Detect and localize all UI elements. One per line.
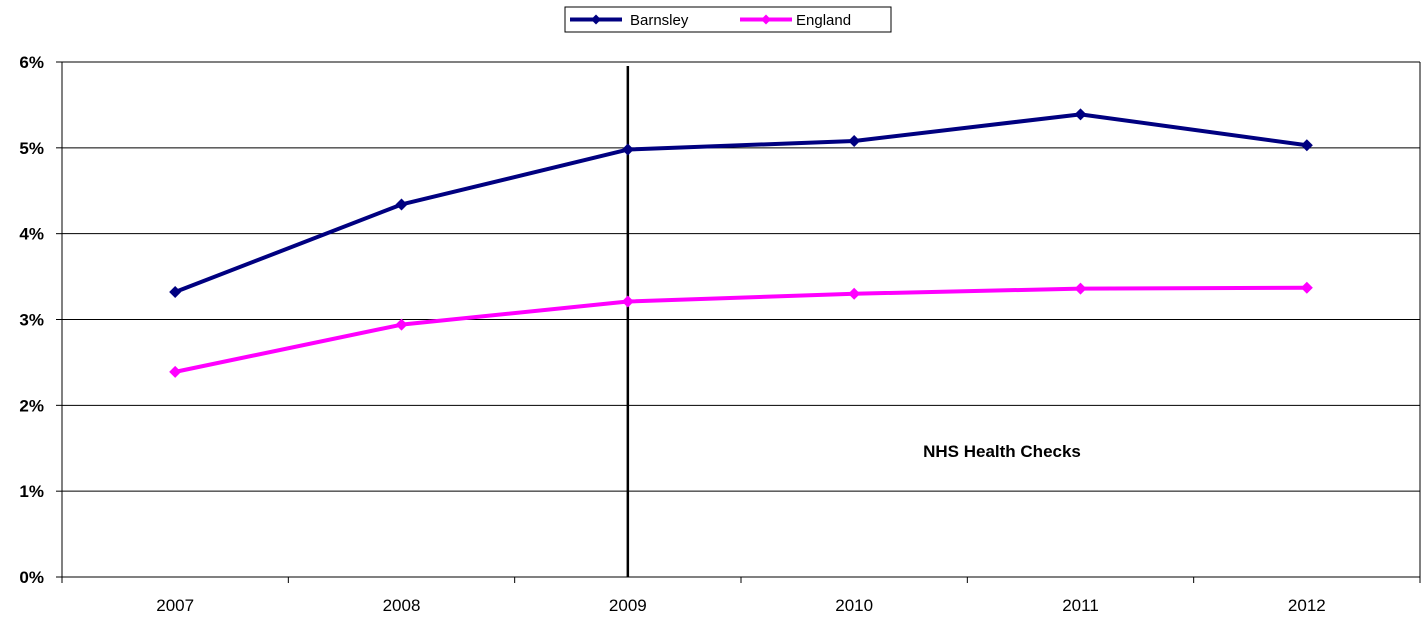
legend-label-barnsley: Barnsley xyxy=(630,12,689,29)
data-point-barnsley xyxy=(395,198,408,211)
data-point-barnsley xyxy=(621,143,634,156)
data-point-england xyxy=(848,287,861,300)
data-point-england xyxy=(1300,281,1313,294)
data-point-england xyxy=(621,295,634,308)
data-point-england xyxy=(169,365,182,378)
y-tick-label: 0% xyxy=(19,568,44,587)
y-tick-label: 5% xyxy=(19,139,44,158)
data-point-barnsley xyxy=(848,134,861,147)
series-line-barnsley xyxy=(174,112,1308,294)
data-point-barnsley xyxy=(1300,139,1313,152)
legend-label-england: England xyxy=(796,12,851,29)
y-tick-label: 3% xyxy=(19,311,44,330)
series-group xyxy=(169,108,1313,378)
y-axis-ticks: 0% 1% 2% 3% 4% 5% 6% xyxy=(19,53,62,587)
x-axis-ticks: 2007 2008 2009 2010 2011 2012 xyxy=(61,577,1421,615)
x-tick-label: 2008 xyxy=(383,596,421,615)
legend-marker-barnsley xyxy=(591,14,601,25)
y-tick-label: 2% xyxy=(19,396,44,415)
series-line-england xyxy=(174,285,1307,374)
legend: Barnsley England xyxy=(564,6,892,33)
data-point-barnsley xyxy=(169,286,182,299)
gridlines xyxy=(62,61,1420,492)
x-tick-label: 2009 xyxy=(609,596,647,615)
x-tick-label: 2011 xyxy=(1062,596,1099,615)
legend-marker-england xyxy=(761,14,771,25)
y-tick-label: 1% xyxy=(19,482,44,501)
y-tick-label: 6% xyxy=(19,53,44,72)
data-point-england xyxy=(1074,282,1087,295)
annotation-nhs-health-checks: NHS Health Checks xyxy=(923,442,1081,461)
data-point-england xyxy=(395,318,408,331)
x-tick-label: 2010 xyxy=(835,596,873,615)
x-tick-label: 2007 xyxy=(156,596,194,615)
y-tick-label: 4% xyxy=(19,225,44,244)
data-point-barnsley xyxy=(1074,108,1087,121)
x-tick-label: 2012 xyxy=(1288,596,1326,615)
